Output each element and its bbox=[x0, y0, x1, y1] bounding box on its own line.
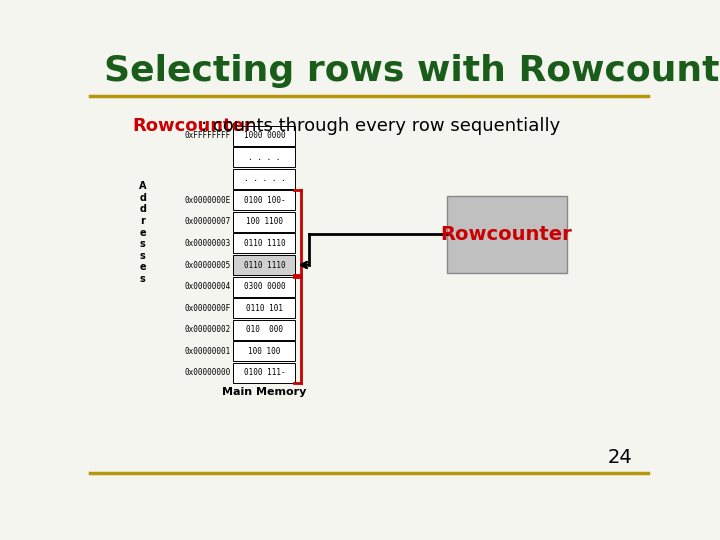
Bar bbox=[233, 212, 295, 232]
Bar bbox=[233, 298, 295, 318]
Text: . . . .: . . . . bbox=[248, 153, 281, 161]
Bar bbox=[446, 195, 567, 273]
Text: 0110 101: 0110 101 bbox=[246, 303, 283, 313]
Text: A
d
d
r
e
s
s
e
s: A d d r e s s e s bbox=[139, 181, 146, 284]
Bar bbox=[233, 255, 295, 275]
Bar bbox=[233, 363, 295, 383]
Text: 0x00000000: 0x00000000 bbox=[184, 368, 230, 377]
Text: 0100 111-: 0100 111- bbox=[243, 368, 285, 377]
Text: 0xFFFFFFFF: 0xFFFFFFFF bbox=[184, 131, 230, 140]
Text: : counts through every row sequentially: : counts through every row sequentially bbox=[201, 117, 560, 135]
Bar bbox=[233, 320, 295, 340]
Bar bbox=[233, 233, 295, 253]
Text: 0x0000000F: 0x0000000F bbox=[184, 303, 230, 313]
Text: 0x00000001: 0x00000001 bbox=[184, 347, 230, 356]
Bar bbox=[233, 169, 295, 189]
Bar bbox=[233, 276, 295, 296]
Text: 0300 0000: 0300 0000 bbox=[243, 282, 285, 291]
Text: Main Memory: Main Memory bbox=[222, 387, 307, 397]
Text: Rowcounter: Rowcounter bbox=[441, 225, 572, 244]
Bar bbox=[233, 147, 295, 167]
Text: 0x00000007: 0x00000007 bbox=[184, 218, 230, 226]
Text: 0x00000003: 0x00000003 bbox=[184, 239, 230, 248]
Text: 100 1100: 100 1100 bbox=[246, 218, 283, 226]
Text: 100 100: 100 100 bbox=[248, 347, 281, 356]
Text: 0x00000002: 0x00000002 bbox=[184, 325, 230, 334]
Text: 0110 1110: 0110 1110 bbox=[243, 260, 285, 269]
Bar bbox=[233, 126, 295, 146]
Bar bbox=[233, 341, 295, 361]
Text: . . . . .: . . . . . bbox=[243, 174, 285, 183]
Text: 0110 1110: 0110 1110 bbox=[243, 239, 285, 248]
Text: 0x00000004: 0x00000004 bbox=[184, 282, 230, 291]
Text: Selecting rows with Rowcounter: Selecting rows with Rowcounter bbox=[104, 54, 720, 88]
Text: 0100 100-: 0100 100- bbox=[243, 196, 285, 205]
Bar bbox=[233, 190, 295, 211]
Text: 0x00000005: 0x00000005 bbox=[184, 260, 230, 269]
Text: 1000 0000: 1000 0000 bbox=[243, 131, 285, 140]
Text: Rowcounter: Rowcounter bbox=[132, 117, 253, 135]
Text: 24: 24 bbox=[608, 448, 632, 467]
Text: 010  000: 010 000 bbox=[246, 325, 283, 334]
Text: 0x0000000E: 0x0000000E bbox=[184, 196, 230, 205]
